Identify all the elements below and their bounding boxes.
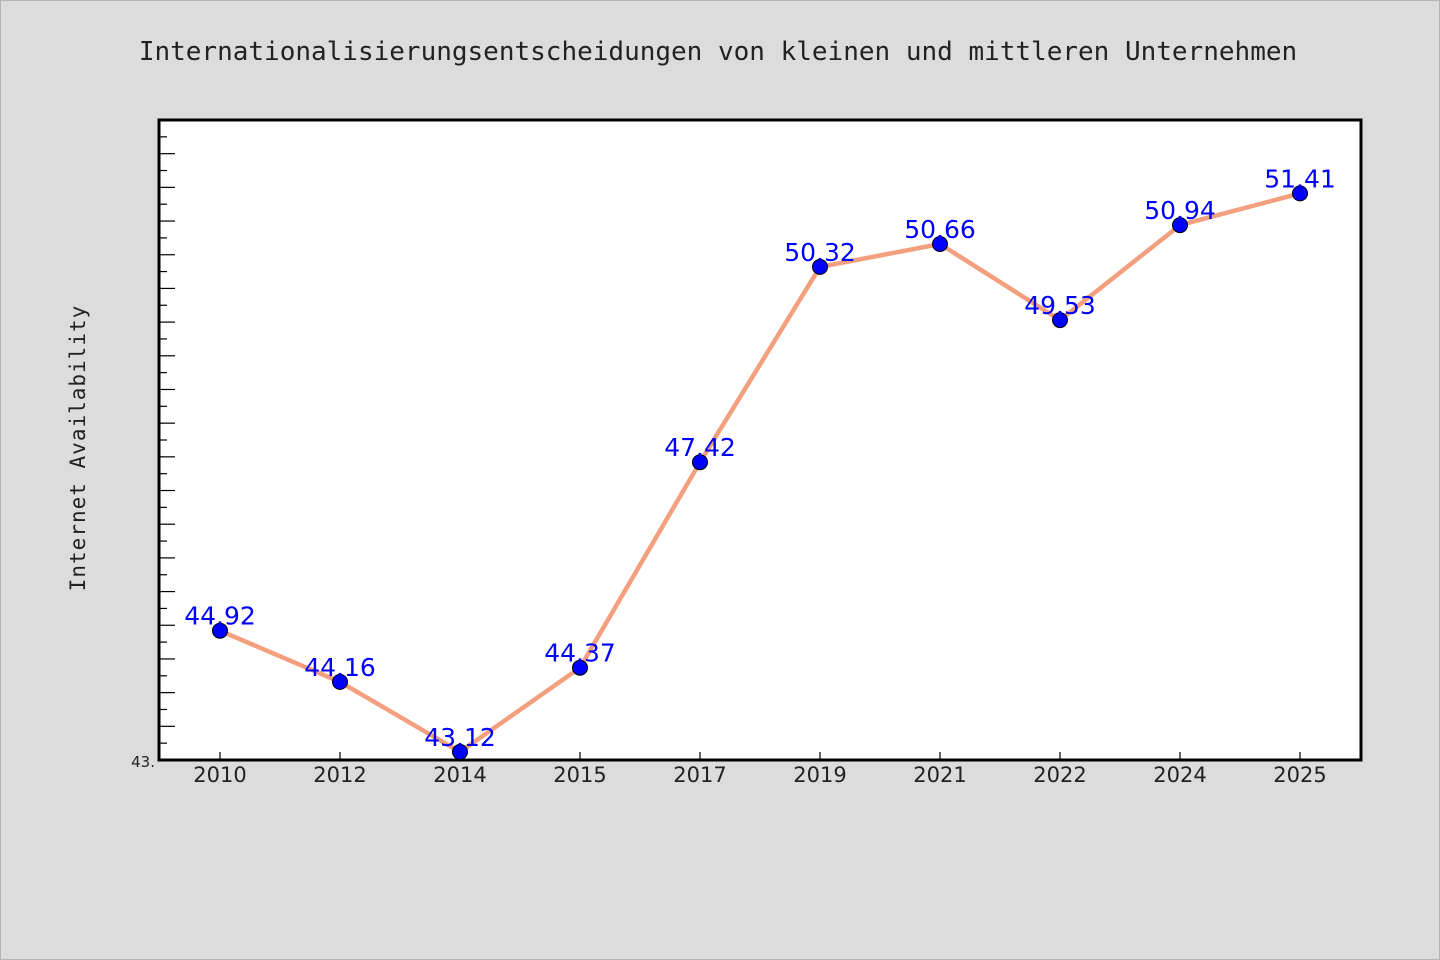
data-markers [212,185,1308,760]
chart-title: Internationalisierungsentscheidungen von… [139,37,1297,67]
x-tick-label: 2010 [193,763,246,787]
data-label: 43.12 [424,723,496,752]
x-tick-label: 2025 [1273,763,1326,787]
data-point [692,454,708,471]
data-point [812,258,828,275]
x-axis-ticks: 2010 2012 2014 2015 2017 2019 2021 2022 2024 2025 [193,752,1327,787]
data-label: 44.37 [544,639,616,668]
series-line [217,191,1303,755]
x-tick-label: 2012 [313,763,366,787]
data-label: 50.94 [1144,196,1216,225]
data-label: 44.16 [304,653,376,682]
data-label: 50.32 [784,238,856,267]
plot-area [157,118,1363,762]
data-point [332,673,348,690]
data-label: 44.92 [184,602,256,631]
data-point [1052,312,1068,329]
x-tick-label: 2014 [433,763,486,787]
x-tick-label: 2019 [793,763,846,787]
data-point [1292,185,1308,202]
y-tick-label: 43. [131,753,155,771]
y-axis-ticks [159,119,175,761]
data-point [1172,217,1188,234]
data-point [212,622,228,639]
data-label: 50.66 [904,215,976,244]
x-tick-label: 2024 [1153,763,1206,787]
data-label: 51.41 [1264,164,1336,193]
data-point [932,236,948,252]
x-tick-label: 2021 [913,763,966,787]
data-label: 49.53 [1024,291,1096,320]
data-labels: 44.92 44.16 43.12 44.37 47.42 50.32 50.66 49.53… [184,164,1336,752]
x-tick-label: 2015 [553,763,606,787]
data-point [572,659,588,676]
data-label: 47.42 [664,433,736,462]
y-axis-label: Internet Availability [66,305,90,592]
x-tick-label: 2017 [673,763,726,787]
x-tick-label: 2022 [1033,763,1086,787]
data-point [452,743,468,760]
